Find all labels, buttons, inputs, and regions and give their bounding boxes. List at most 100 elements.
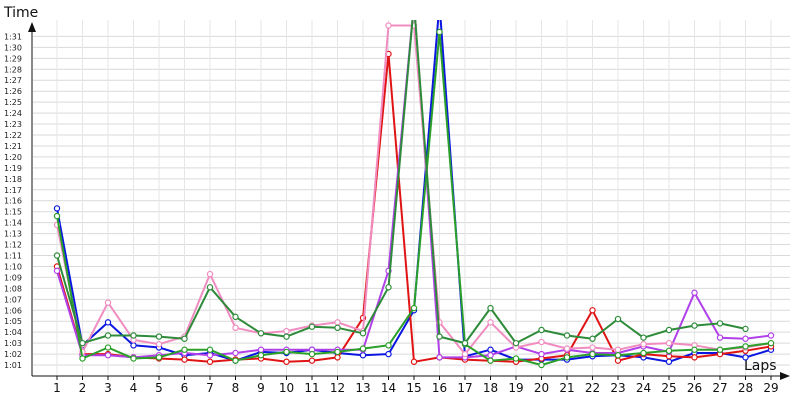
x-tick-labels: 1 2 3 4 5 6 7 8 9 10 11 12 13 14 15 16 17 18 19 20 21 22 23 24 2… xyxy=(53,381,778,395)
data-point xyxy=(691,289,698,296)
data-point xyxy=(487,346,494,353)
data-point xyxy=(538,350,545,358)
data-point xyxy=(283,333,290,340)
data-point xyxy=(461,350,469,358)
data-point xyxy=(640,341,647,348)
data-point xyxy=(410,358,418,365)
data-point xyxy=(181,335,188,342)
data-point xyxy=(155,354,163,361)
data-point xyxy=(206,284,214,291)
x-tick-label: 3 xyxy=(104,381,112,395)
y-tick-label: 1:02 xyxy=(4,350,22,359)
grid xyxy=(33,20,790,380)
data-point xyxy=(691,354,698,361)
data-point xyxy=(665,326,673,334)
y-tick-label: 1:28 xyxy=(4,65,22,74)
data-point xyxy=(742,335,749,342)
data-point xyxy=(742,354,749,361)
data-point xyxy=(130,355,137,362)
data-point xyxy=(385,350,392,358)
x-tick-label: 23 xyxy=(610,381,625,395)
data-point xyxy=(53,267,61,275)
data-point xyxy=(283,358,290,365)
y-axis-title: Time xyxy=(3,5,38,21)
data-point xyxy=(767,339,775,347)
data-point xyxy=(155,341,163,348)
data-point xyxy=(640,334,647,341)
data-point xyxy=(308,323,316,330)
data-point xyxy=(385,22,392,29)
data-point xyxy=(436,354,443,361)
x-tick-label: 13 xyxy=(355,381,370,395)
x-tick-label: 9 xyxy=(257,381,265,395)
y-tick-label: 1:14 xyxy=(4,219,22,228)
y-tick-label: 1:04 xyxy=(4,328,22,337)
y-tick-label: 1:03 xyxy=(4,339,22,348)
data-point xyxy=(538,338,545,346)
data-point xyxy=(436,28,443,36)
data-point xyxy=(563,354,571,361)
data-point xyxy=(487,357,494,364)
data-point xyxy=(512,355,520,362)
y-tick-label: 1:27 xyxy=(4,76,22,85)
y-tick-label: 1:20 xyxy=(4,153,22,162)
x-tick-label: 11 xyxy=(304,381,319,395)
y-tick-label: 1:12 xyxy=(4,241,22,250)
data-point xyxy=(130,342,137,349)
data-point xyxy=(487,319,494,326)
y-tick-label: 1:21 xyxy=(4,142,22,151)
data-point xyxy=(716,320,724,327)
y-tick-label: 1:11 xyxy=(4,252,22,261)
y-tick-label: 1:25 xyxy=(4,98,22,107)
data-point xyxy=(385,342,392,349)
data-point xyxy=(716,346,724,353)
x-tick-label: 7 xyxy=(206,381,214,395)
y-tick-labels: 1:01 1:02 1:03 1:04 1:05 1:06 1:07 1:08 1:09 1:10… xyxy=(4,32,22,370)
x-tick-label: 27 xyxy=(712,381,727,395)
data-point xyxy=(563,332,571,339)
data-point xyxy=(589,350,596,358)
x-tick-label: 24 xyxy=(636,381,651,395)
data-point xyxy=(79,355,86,362)
y-tick-label: 1:26 xyxy=(4,87,22,96)
data-point xyxy=(53,205,61,212)
data-point xyxy=(487,304,494,312)
data-point xyxy=(359,351,367,359)
data-point xyxy=(538,326,545,334)
data-point xyxy=(589,344,596,351)
data-point xyxy=(206,346,214,353)
data-point xyxy=(257,330,265,337)
data-point xyxy=(742,343,749,350)
y-tick-label: 1:24 xyxy=(4,109,22,118)
data-point xyxy=(461,339,469,347)
data-point xyxy=(487,351,494,359)
data-point xyxy=(181,356,188,363)
x-tick-label: 14 xyxy=(381,381,396,395)
data-point xyxy=(359,345,367,352)
data-point xyxy=(104,344,112,351)
data-point xyxy=(436,333,443,340)
data-point xyxy=(104,299,112,306)
y-tick-label: 1:29 xyxy=(4,54,22,63)
x-tick-label: 8 xyxy=(232,381,240,395)
data-point xyxy=(232,357,239,364)
data-point xyxy=(359,330,367,337)
data-point xyxy=(181,346,188,353)
data-point xyxy=(614,315,622,323)
y-tick-label: 1:19 xyxy=(4,164,22,173)
data-point xyxy=(104,332,112,339)
y-tick-label: 1:31 xyxy=(4,32,22,41)
data-point xyxy=(257,346,265,353)
data-point xyxy=(691,322,698,329)
y-tick-label: 1:07 xyxy=(4,295,22,304)
data-point xyxy=(283,327,290,335)
y-tick-label: 1:09 xyxy=(4,273,22,282)
data-point xyxy=(385,284,392,291)
x-tick-label: 12 xyxy=(330,381,345,395)
x-tick-label: 6 xyxy=(181,381,189,395)
data-point xyxy=(742,325,749,333)
x-tick-label: 2 xyxy=(79,381,87,395)
data-point xyxy=(691,346,698,353)
data-point xyxy=(206,351,214,359)
